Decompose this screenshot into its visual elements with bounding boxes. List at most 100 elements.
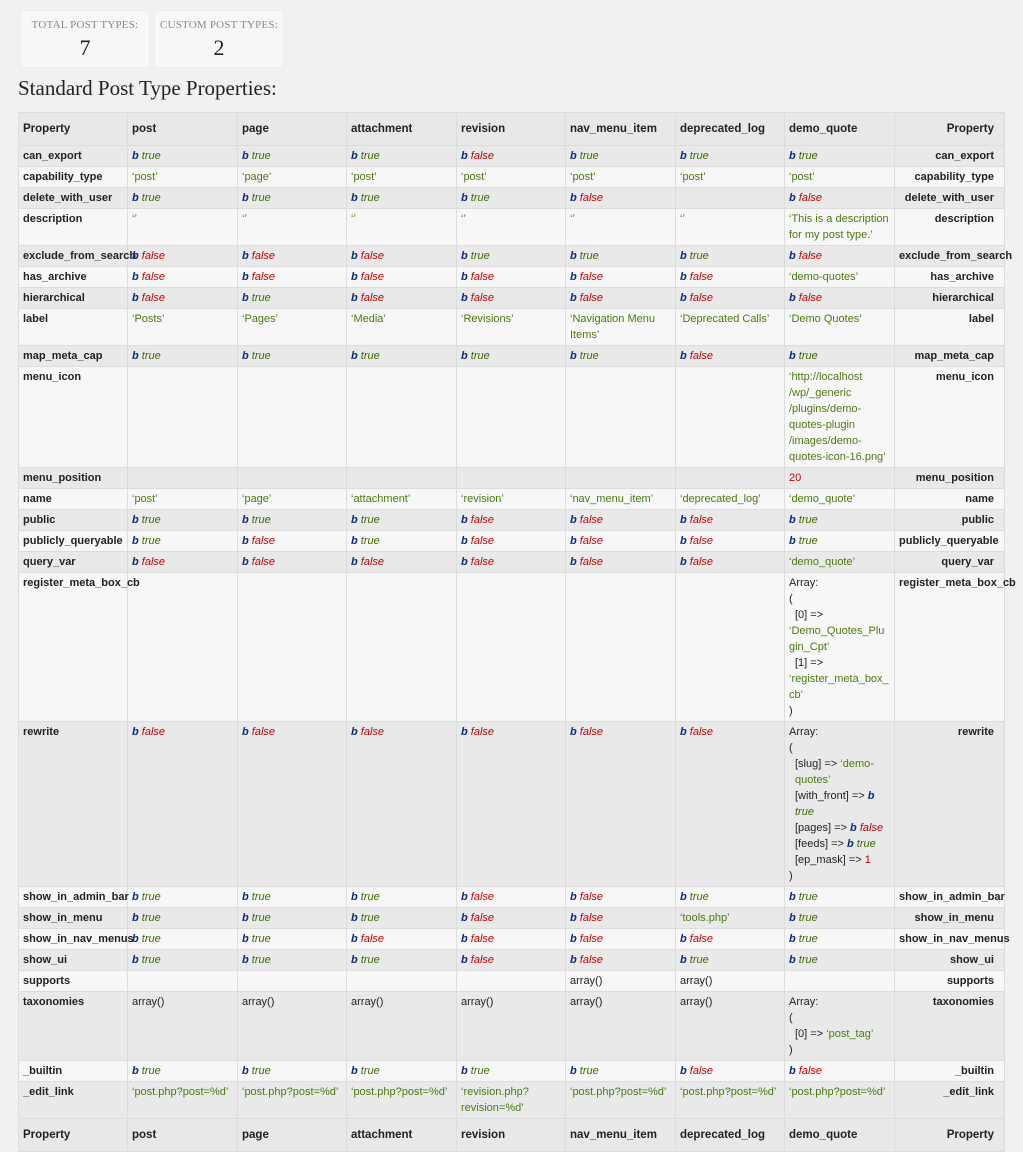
array-line: [1] => [789,655,823,671]
bool-prefix: b [351,271,358,283]
bool-text: false [798,1065,823,1077]
bool-text: true [141,933,161,945]
bool-value: b true [242,912,271,924]
array-line: [0] => [789,607,823,623]
property-name: rewrite [894,721,1005,887]
plain-value: ) [789,1044,793,1056]
array-line: ) [789,1042,890,1058]
bool-value: b true [132,933,161,945]
property-value: array() [346,991,457,1061]
property-value: b false [565,949,676,971]
property-name: menu_icon [18,366,128,468]
property-value: b false [237,245,347,267]
bool-text: false [579,912,604,924]
property-value: ‘post’ [127,166,238,188]
plain-value: [1] => [795,657,824,669]
property-value: b true [784,907,895,929]
string-value: ‘post.php?post=%d’ [680,1086,777,1098]
bool-prefix: b [242,891,249,903]
bool-value: b false [351,292,384,304]
string-value: ‘post.php?post=%d’ [789,1086,886,1098]
bool-text: true [798,350,818,362]
bool-value: b true [351,514,380,526]
bool-prefix: b [132,271,139,283]
bool-value: b true [132,150,161,162]
plain-value: ( [789,593,793,605]
property-value: ‘post’ [456,166,566,188]
bool-value: b false [570,535,603,547]
property-value: b true [565,145,676,167]
property-value [346,467,457,489]
property-value: b true [127,345,238,367]
property-value: b false [456,721,566,887]
table-row: show_in_menu b true b true b true b false b f… [18,907,1005,929]
bool-value: b true [132,350,161,362]
bool-value: b true [242,150,271,162]
property-value [346,572,457,722]
bool-prefix: b [351,954,358,966]
bool-text: true [798,912,818,924]
string-value: ‘attachment’ [351,493,411,505]
plain-value: [ep_mask] => [795,854,865,866]
table-row: supports array() array() supports [18,970,1005,992]
bool-value: b true [351,192,380,204]
property-name: can_export [18,145,128,167]
bool-text: true [251,954,271,966]
bool-prefix: b [351,1065,358,1077]
string-value: ‘demo_quote’ [789,493,856,505]
array-line: ) [789,868,890,884]
array-line: [pages] => b false [789,820,883,836]
property-value: b true [565,245,676,267]
property-value [456,572,566,722]
bool-value: b false [789,292,822,304]
bool-text: false [579,271,604,283]
string-value: ‘’ [132,213,137,225]
bool-text: true [798,954,818,966]
bool-prefix: b [242,726,249,738]
column-header: revision [456,112,566,146]
bool-text: true [251,891,271,903]
property-value: b false [346,287,457,309]
bool-text: false [470,150,495,162]
bool-prefix: b [242,514,249,526]
bool-prefix: b [132,350,139,362]
property-value: b true [784,886,895,908]
property-name: map_meta_cap [18,345,128,367]
bool-text: true [689,250,709,262]
string-value: ‘Posts’ [132,313,165,325]
property-value [784,970,895,992]
bool-text: true [360,954,380,966]
table-row: rewrite b false b false b false b false b fal… [18,721,1005,887]
property-value [565,572,676,722]
property-value [237,467,347,489]
table-row: publicly_queryable b true b false b true b f… [18,530,1005,552]
bool-value: b false [570,271,603,283]
bool-value: b false [680,535,713,547]
bool-prefix: b [570,556,577,568]
property-name: _builtin [18,1060,128,1082]
bool-text: false [579,933,604,945]
bool-prefix: b [570,250,577,262]
column-header: page [237,1118,347,1152]
property-value [346,366,457,468]
string-value: ‘http://localhost /wp/_generic /plugins/… [789,371,886,463]
bool-value: b false [461,933,494,945]
bool-prefix: b [132,954,139,966]
bool-prefix: b [242,292,249,304]
string-value: ‘Demo_Quotes_Plugin_Cpt’ [789,625,885,653]
bool-text: false [689,556,714,568]
bool-prefix: b [789,912,796,924]
table-row: can_export b true b true b true b false b tru… [18,145,1005,167]
bool-value: b true [795,790,875,818]
string-value: ‘’ [680,213,685,225]
property-value: b false [675,721,785,887]
bool-text: false [579,535,604,547]
bool-text: true [251,1065,271,1077]
property-value: ‘deprecated_log’ [675,488,785,510]
bool-prefix: b [570,350,577,362]
bool-value: b true [789,350,818,362]
string-value: ‘demo-quotes’ [789,271,859,283]
property-name: has_archive [894,266,1005,288]
bool-value: b false [680,271,713,283]
bool-text: true [251,912,271,924]
